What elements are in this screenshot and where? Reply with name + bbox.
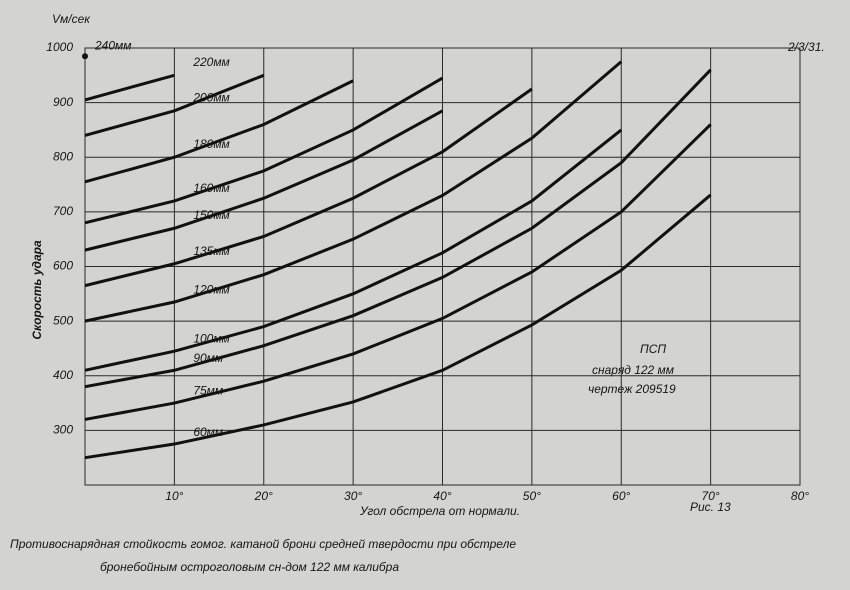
- corner-note: 2/3/31.: [787, 40, 825, 54]
- y-tick-label: 300: [53, 423, 73, 437]
- x-tick-label: 10°: [165, 489, 183, 503]
- curve: [84, 109, 444, 252]
- y-tick-label: 1000: [46, 40, 73, 54]
- x-tick-label: 40°: [433, 489, 451, 503]
- curve-point: [82, 53, 88, 60]
- legend-label: 60мм: [193, 425, 223, 439]
- legend-label: 240мм: [94, 38, 131, 52]
- legend-label: 135мм: [193, 244, 229, 258]
- figure-label: Рис. 13: [690, 500, 731, 514]
- legend-label: 90мм: [193, 351, 223, 365]
- x-tick-label: 60°: [612, 489, 630, 503]
- curve: [84, 123, 712, 421]
- annotation: снаряд 122 мм: [592, 363, 674, 377]
- y-tick-label: 800: [53, 149, 73, 163]
- y-tick-label: 700: [53, 204, 73, 218]
- y-axis-title: Скорость удара: [30, 240, 44, 340]
- curve: [84, 60, 623, 323]
- x-tick-label: 80°: [791, 489, 809, 503]
- annotation: ПСП: [640, 342, 666, 356]
- x-tick-label: 30°: [344, 489, 362, 503]
- curve: [84, 73, 175, 102]
- x-tick-label: 20°: [254, 489, 273, 503]
- y-tick-label: 600: [53, 259, 73, 273]
- y-unit-label: Vм/сек: [52, 12, 91, 26]
- legend-label: 220мм: [192, 55, 229, 69]
- legend-label: 200мм: [192, 91, 229, 105]
- y-tick-label: 400: [53, 368, 73, 382]
- x-tick-label: 70°: [702, 489, 720, 503]
- caption: Противоснарядная стойкость гомог. катано…: [10, 537, 516, 551]
- legend-label: 75мм: [193, 384, 223, 398]
- annotation: чертеж 209519: [588, 382, 676, 396]
- legend-label: 100мм: [193, 331, 229, 345]
- legend-label: 160мм: [193, 181, 229, 195]
- legend-label: 120мм: [193, 282, 229, 296]
- legend-label: 150мм: [193, 208, 229, 222]
- caption: бронебойным остроголовым сн-дом 122 мм к…: [100, 560, 399, 574]
- curve: [84, 79, 354, 184]
- curve: [84, 193, 712, 460]
- y-tick-label: 500: [53, 313, 73, 327]
- legend-label: 180мм: [193, 137, 229, 151]
- curve: [84, 68, 712, 389]
- curve: [84, 73, 265, 137]
- curve: [84, 76, 444, 225]
- x-tick-label: 50°: [523, 489, 541, 503]
- curve: [84, 128, 623, 372]
- x-axis-title: Угол обстрела от нормали.: [359, 504, 520, 518]
- curve: [84, 87, 533, 288]
- y-tick-label: 900: [53, 95, 73, 109]
